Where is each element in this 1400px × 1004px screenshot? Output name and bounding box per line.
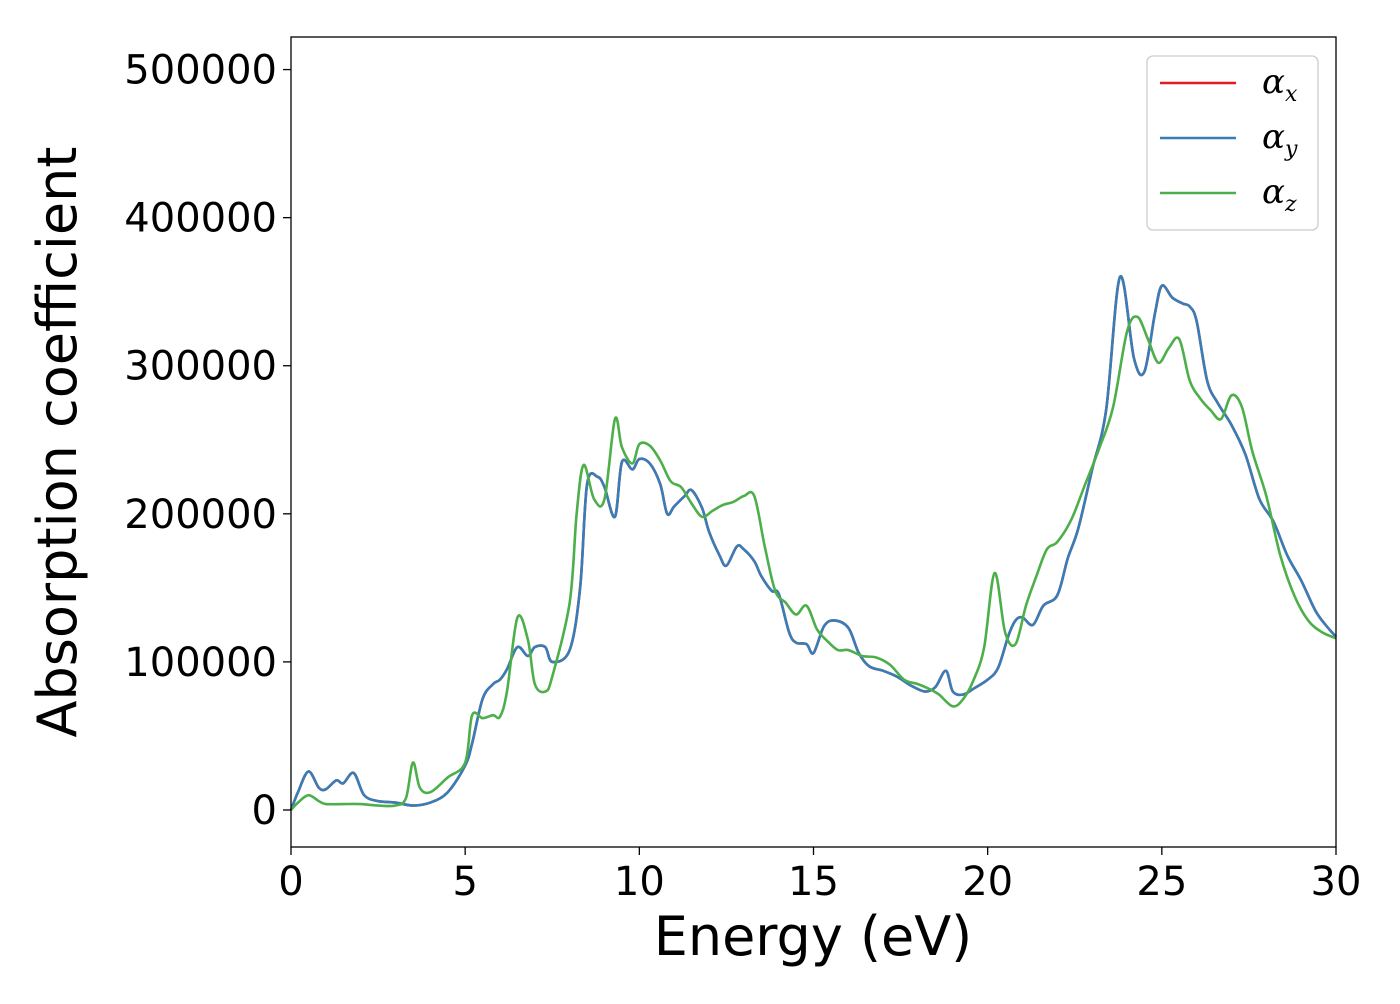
series-line-alpha-x [289, 275, 1337, 811]
legend-label-alpha-z: αz [1262, 172, 1297, 217]
y-tick-label: 200000 [124, 492, 277, 538]
x-tick-label: 5 [452, 859, 477, 905]
y-axis-title: Absorption coefficient [26, 147, 89, 738]
legend-box [1146, 55, 1319, 231]
x-tick-label: 20 [962, 859, 1013, 905]
series-line-alpha-z [290, 315, 1337, 811]
y-tick-label: 0 [252, 788, 277, 834]
y-tick-label: 500000 [124, 48, 277, 94]
y-tick-label: 300000 [124, 344, 277, 390]
series-layer [289, 275, 1337, 811]
x-axis: 0 5 10 15 20 25 30 [278, 847, 1361, 905]
x-tick-label: 25 [1136, 859, 1187, 905]
x-tick-label: 0 [278, 859, 303, 905]
x-axis-title: Energy (eV) [654, 905, 973, 968]
y-tick-label: 100000 [124, 640, 277, 686]
x-tick-label: 30 [1311, 859, 1362, 905]
series-line-alpha-y [289, 275, 1337, 811]
y-tick-label: 400000 [124, 196, 277, 242]
x-tick-label: 10 [614, 859, 665, 905]
x-tick-label: 15 [788, 859, 839, 905]
y-axis: 0 100000 200000 300000 400000 500000 [124, 48, 291, 834]
